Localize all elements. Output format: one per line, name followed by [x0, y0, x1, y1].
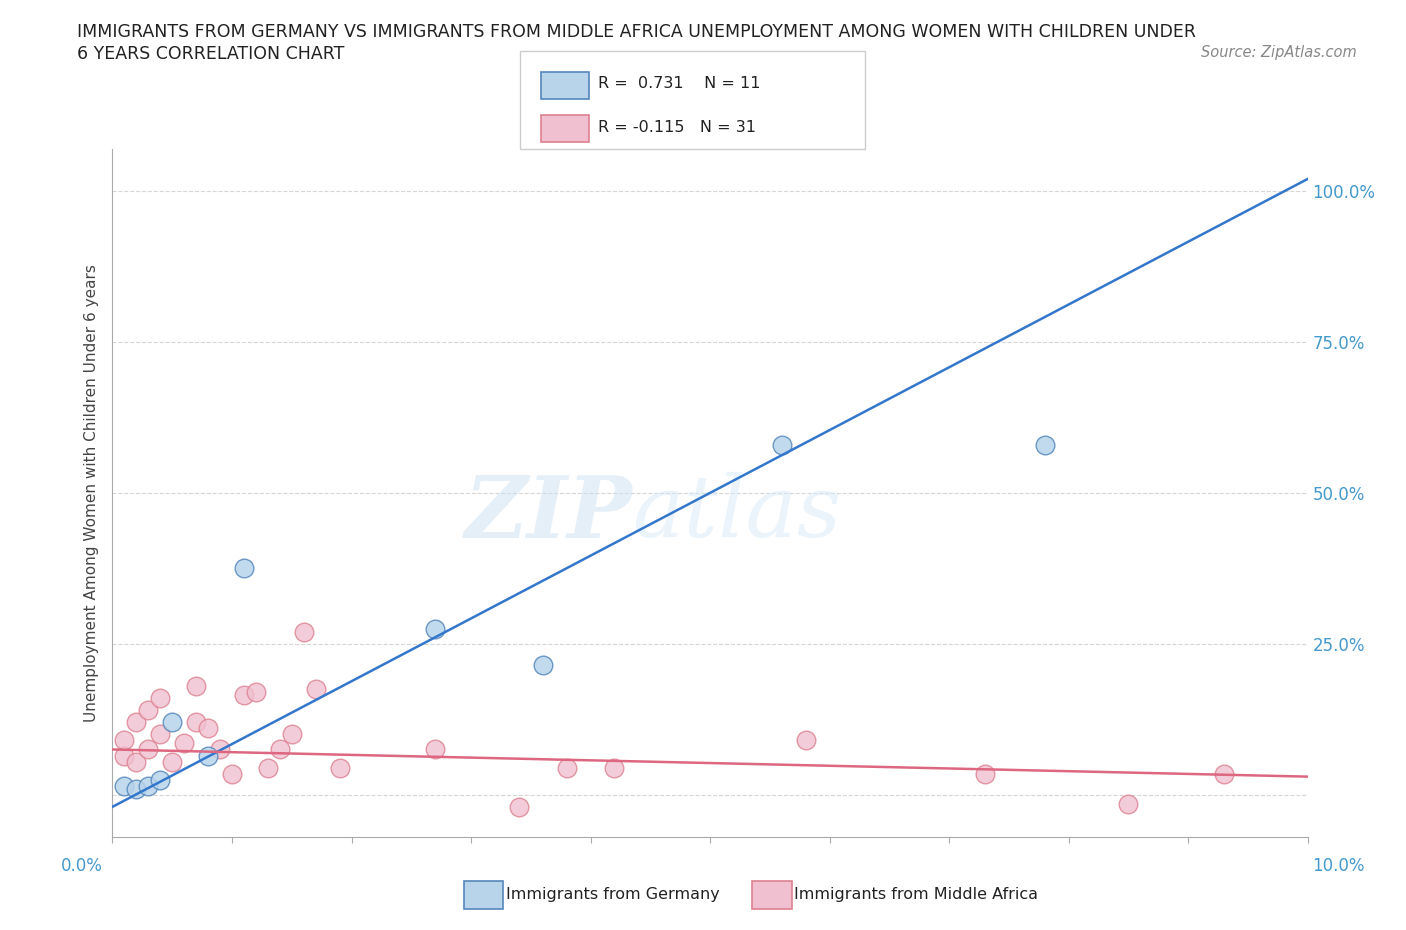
- Y-axis label: Unemployment Among Women with Children Under 6 years: Unemployment Among Women with Children U…: [84, 264, 100, 722]
- Text: R =  0.731    N = 11: R = 0.731 N = 11: [598, 76, 761, 91]
- Text: 6 YEARS CORRELATION CHART: 6 YEARS CORRELATION CHART: [77, 45, 344, 62]
- Point: [245, 684, 267, 699]
- Point: [149, 691, 172, 706]
- Point: [114, 778, 135, 793]
- Point: [186, 679, 208, 694]
- Point: [555, 760, 578, 775]
- Point: [508, 800, 530, 815]
- Point: [269, 742, 291, 757]
- Point: [1118, 796, 1140, 811]
- Point: [162, 715, 183, 730]
- Text: Source: ZipAtlas.com: Source: ZipAtlas.com: [1201, 45, 1357, 60]
- Point: [425, 742, 447, 757]
- Point: [329, 760, 352, 775]
- Point: [114, 748, 135, 763]
- Point: [138, 703, 160, 718]
- Text: ZIP: ZIP: [464, 472, 633, 555]
- Point: [149, 772, 172, 787]
- Text: 0.0%: 0.0%: [60, 857, 103, 875]
- Text: atlas: atlas: [633, 472, 841, 555]
- Point: [974, 766, 997, 781]
- Point: [114, 733, 135, 748]
- Point: [197, 721, 219, 736]
- Point: [209, 742, 232, 757]
- Text: Immigrants from Germany: Immigrants from Germany: [506, 887, 720, 902]
- Point: [305, 682, 328, 697]
- Point: [257, 760, 280, 775]
- Point: [125, 715, 148, 730]
- Text: 10.0%: 10.0%: [1312, 857, 1365, 875]
- Point: [149, 727, 172, 742]
- Point: [770, 437, 793, 452]
- Point: [233, 687, 256, 702]
- Point: [233, 561, 256, 576]
- Text: Immigrants from Middle Africa: Immigrants from Middle Africa: [794, 887, 1039, 902]
- Text: IMMIGRANTS FROM GERMANY VS IMMIGRANTS FROM MIDDLE AFRICA UNEMPLOYMENT AMONG WOME: IMMIGRANTS FROM GERMANY VS IMMIGRANTS FR…: [77, 23, 1197, 41]
- Point: [221, 766, 243, 781]
- Point: [425, 621, 447, 636]
- Point: [1033, 437, 1056, 452]
- Point: [1213, 766, 1236, 781]
- Point: [603, 760, 626, 775]
- Point: [125, 754, 148, 769]
- Point: [292, 624, 315, 639]
- Point: [173, 736, 195, 751]
- Point: [794, 733, 817, 748]
- Point: [197, 748, 219, 763]
- Point: [138, 742, 160, 757]
- Point: [125, 781, 148, 796]
- Point: [138, 778, 160, 793]
- Point: [162, 754, 183, 769]
- Point: [186, 715, 208, 730]
- Text: R = -0.115   N = 31: R = -0.115 N = 31: [598, 120, 755, 135]
- Point: [281, 727, 304, 742]
- Point: [531, 658, 554, 672]
